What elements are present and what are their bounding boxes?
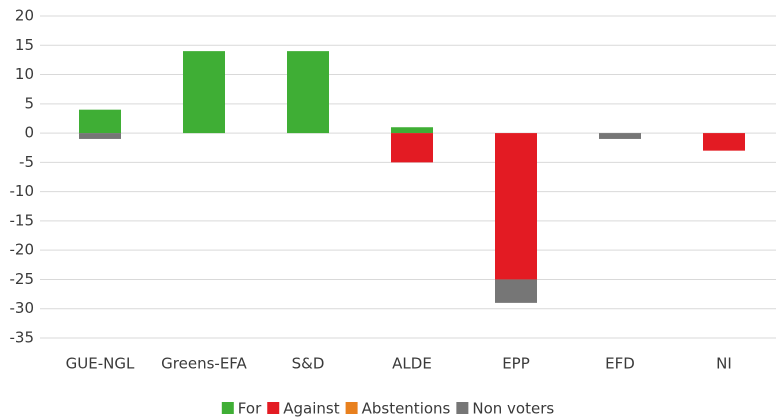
x-tick-label: GUE-NGL <box>66 355 135 373</box>
legend-swatch <box>345 402 358 414</box>
y-tick-label: -20 <box>10 241 35 259</box>
x-tick-label: NI <box>716 355 732 373</box>
y-tick-label: 20 <box>15 7 34 25</box>
bar-segment <box>183 51 225 134</box>
bar-segment <box>495 279 537 303</box>
bar-segment <box>287 51 329 134</box>
bar-segment <box>599 133 641 139</box>
legend-swatch <box>267 402 280 414</box>
y-tick-label: -25 <box>10 270 35 288</box>
legend-label: Abstentions <box>362 400 451 418</box>
bar-segment <box>391 133 433 163</box>
y-tick-label: -30 <box>10 299 35 317</box>
bar-segment <box>79 133 121 139</box>
y-tick-label: 0 <box>24 124 34 142</box>
y-tick-label: -10 <box>10 182 35 200</box>
y-tick-label: -15 <box>10 211 35 229</box>
bar-segment <box>495 133 537 280</box>
y-tick-label: -35 <box>10 329 35 347</box>
y-tick-label: 5 <box>24 94 34 112</box>
legend-swatch <box>221 402 234 414</box>
y-tick-label: -5 <box>19 153 34 171</box>
legend-label: Against <box>283 400 339 418</box>
bar-segment <box>703 133 745 151</box>
legend-label: For <box>238 400 262 418</box>
x-tick-label: Greens-EFA <box>161 355 247 373</box>
bar-segment <box>79 109 121 134</box>
x-tick-label: ALDE <box>392 355 432 373</box>
x-tick-label: EFD <box>605 355 635 373</box>
y-tick-label: 10 <box>15 65 34 83</box>
legend-swatch <box>456 402 469 414</box>
y-tick-label: 15 <box>15 36 34 54</box>
x-tick-label: EPP <box>502 355 530 373</box>
legend-label: Non voters <box>472 400 554 418</box>
bar-segment <box>391 127 433 134</box>
x-tick-label: S&D <box>292 355 325 373</box>
